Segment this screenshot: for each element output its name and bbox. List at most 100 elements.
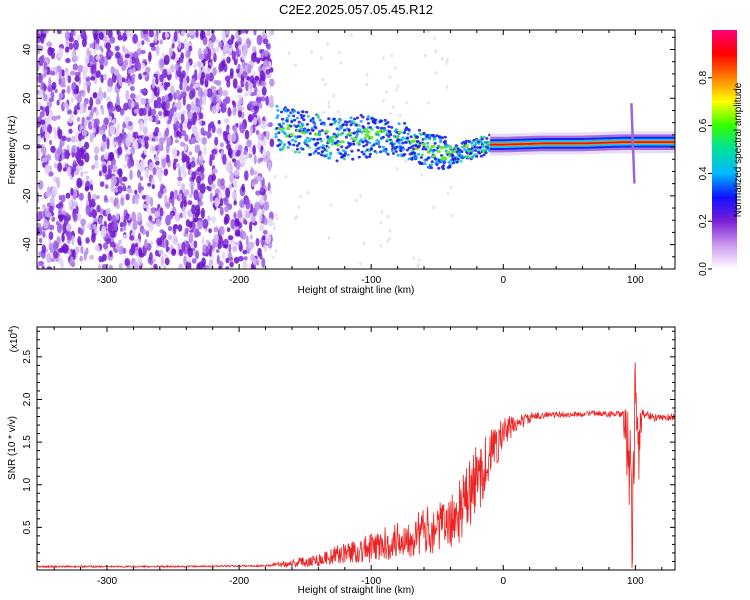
spectrogram-noise-mark <box>386 239 389 244</box>
spectrogram-noise-mark <box>42 204 46 211</box>
spectrogram-noise-mark <box>155 76 159 85</box>
spectrogram-noise-mark <box>155 114 159 125</box>
spectrogram-noise-mark <box>103 55 109 67</box>
spectrogram-noise-mark <box>212 168 218 175</box>
spectrogram-noise-mark <box>94 146 100 155</box>
spectrogram-noise-mark <box>249 75 255 83</box>
snr-exponent-close: ) <box>9 326 20 329</box>
spectrogram-noise-mark <box>132 67 136 73</box>
spectrogram-noise-mark <box>234 229 241 237</box>
spectrogram-ridge-mark <box>314 126 318 130</box>
spectrogram-ridge-mark <box>463 148 467 151</box>
spectrogram-noise-mark <box>160 256 165 267</box>
spectrogram-noise-mark <box>265 130 270 141</box>
spectrogram-noise-mark <box>187 120 192 130</box>
spectrogram-noise-mark <box>37 74 43 84</box>
spectrogram-noise-mark <box>116 93 120 103</box>
spectrogram-ridge-mark <box>441 164 445 168</box>
spectrogram-noise-mark <box>101 107 105 116</box>
spectrogram-noise-mark <box>129 248 134 256</box>
spectrogram-ridge-mark <box>367 141 372 145</box>
spectrogram-ridge-mark <box>415 156 419 160</box>
spectrogram-noise-mark <box>261 31 267 38</box>
spectrogram-noise-mark <box>78 159 85 167</box>
snr-panel: -300 -200 -100 0 100 0.5 1.0 1.5 2.0 2.5 Height … <box>7 326 676 596</box>
spectrogram-noise-mark <box>321 78 325 82</box>
spectrogram-ridge-mark <box>280 110 284 114</box>
spectrogram-ridge-mark <box>379 150 383 154</box>
spectrogram-ridge-mark <box>347 129 351 132</box>
spectrogram-noise-mark <box>56 30 62 35</box>
spectrogram-noise-mark <box>203 48 209 55</box>
spectrogram-ridge-mark <box>349 142 353 146</box>
spectrogram-noise-mark <box>263 49 269 57</box>
spectrogram-ridge-mark <box>353 117 357 121</box>
spectrogram-noise-mark <box>175 120 180 130</box>
spectrogram-ridge-mark <box>313 122 317 126</box>
spectrogram-ridge-mark <box>305 144 310 147</box>
spectrogram-noise-mark <box>145 194 151 205</box>
spectrogram-noise-mark <box>69 70 76 76</box>
spectrogram-noise-mark <box>86 80 92 88</box>
spectrogram-ridge-mark <box>295 116 299 120</box>
spectrogram-noise-mark <box>228 243 232 253</box>
spectrogram-noise-mark <box>259 196 264 206</box>
spectrogram-noise-mark <box>127 157 132 169</box>
spectrogram-ridge-mark <box>278 123 282 127</box>
spectrogram-noise-mark <box>188 232 194 244</box>
spectrogram-noise-mark <box>163 54 170 65</box>
spectrogram-noise-mark <box>260 80 267 87</box>
spectrogram-noise-mark <box>100 229 107 238</box>
spectrogram-noise-mark <box>99 45 103 50</box>
spectrogram-noise-mark <box>155 45 160 56</box>
snr-exponent-base: (x10 <box>9 332 20 352</box>
spectrogram-ridge-mark <box>367 155 372 159</box>
spectrogram-noise-mark <box>83 170 88 175</box>
spectrogram-noise-mark <box>177 224 183 232</box>
spectrogram-noise-mark <box>388 229 392 233</box>
spectrogram-noise-mark <box>160 183 164 192</box>
spectrogram-noise-mark <box>103 152 109 160</box>
spectrogram-noise-mark <box>215 39 220 44</box>
spectrogram-noise-mark <box>154 210 161 219</box>
spectrogram-noise-mark <box>55 242 59 249</box>
spectrogram-ridge-mark <box>366 130 371 134</box>
spectrogram-noise-mark <box>149 42 155 48</box>
spectrogram-noise-mark <box>161 158 167 169</box>
spectrogram-noise-mark <box>148 161 154 172</box>
spectrogram-noise-mark <box>59 214 66 220</box>
spectrogram-noise-mark <box>261 86 267 96</box>
spectrogram-noise-mark <box>175 62 179 71</box>
spectrogram-noise-mark <box>149 251 153 262</box>
spectrogram-ridge-mark <box>398 130 402 134</box>
spectrogram-ridge-mark <box>427 156 431 160</box>
spectrogram-noise-mark <box>182 170 187 178</box>
colorbar-tick-label: 0.0 <box>698 262 709 276</box>
spectrogram-noise-mark <box>265 232 272 244</box>
spectrogram-noise-mark <box>260 120 267 130</box>
spectrogram-noise-mark <box>136 41 142 49</box>
spectrogram-ridge-mark <box>463 155 467 159</box>
spectrogram-ridge-mark <box>336 133 340 137</box>
spectrogram-ridge-mark <box>307 145 311 149</box>
spectrogram-noise-mark <box>120 215 125 221</box>
spectrogram-noise-mark <box>217 178 222 188</box>
spectrogram-noise-mark <box>45 212 52 218</box>
spectrogram-noise-mark <box>37 264 40 269</box>
spectrogram-noise-mark <box>183 255 187 266</box>
spectrogram-noise-mark <box>176 180 181 187</box>
spectrogram-noise-mark <box>226 56 231 64</box>
spectrogram-ridge-mark <box>421 147 425 151</box>
spectrogram-ridge-mark <box>423 162 427 166</box>
spectrogram-noise-mark <box>144 141 149 150</box>
spectrogram-noise-mark <box>66 137 72 142</box>
spectrogram-noise-mark <box>150 197 154 207</box>
spectrogram-ridge-mark <box>401 141 405 145</box>
spectrogram-noise-mark <box>252 177 259 185</box>
spectrogram-ridge-mark <box>481 144 485 148</box>
spectrogram-ridge-mark <box>419 133 423 137</box>
spectrogram-noise-mark <box>48 171 54 177</box>
spectrogram-noise-mark <box>108 105 113 116</box>
spectrogram-ridge-mark <box>370 128 374 131</box>
spectrogram-noise-mark <box>142 107 147 116</box>
